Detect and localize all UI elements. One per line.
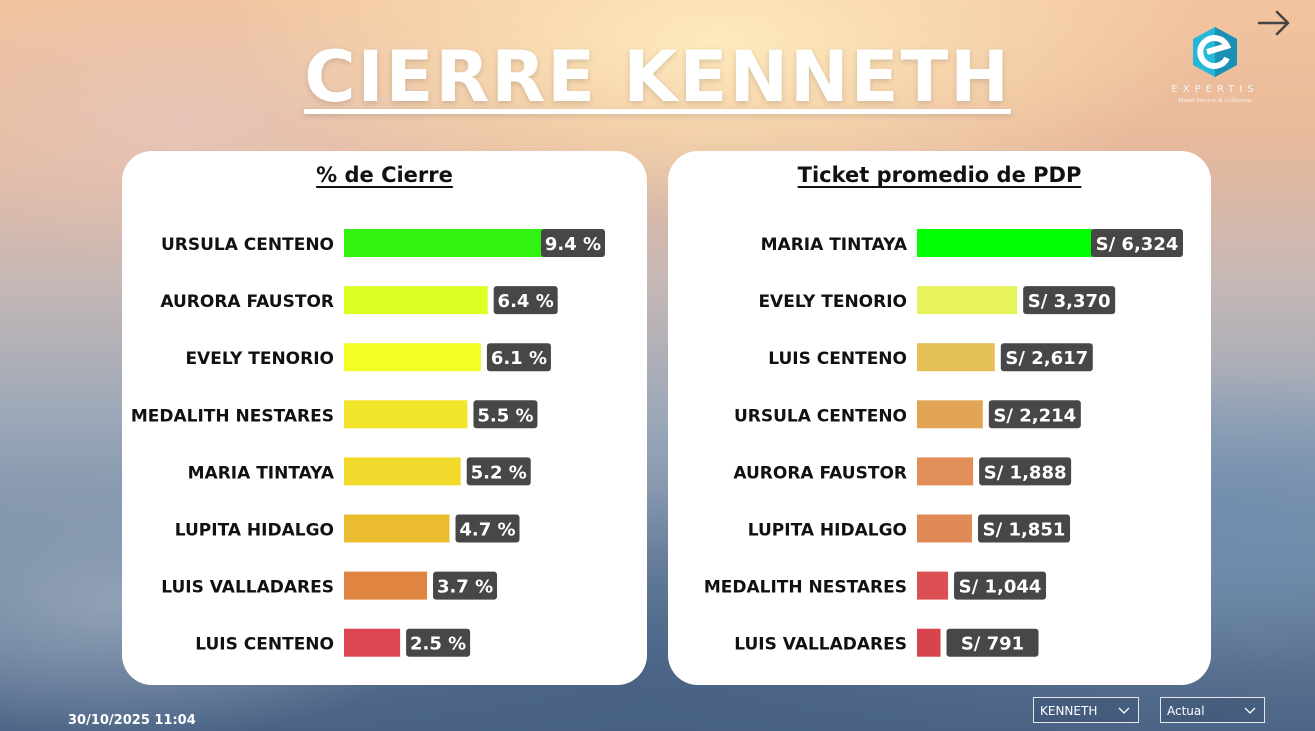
agent-filter-dropdown[interactable]: KENNETH [1033,697,1139,723]
data-label: 6.4 % [498,291,554,312]
data-label: S/ 1,888 [984,462,1067,483]
data-label: 6.1 % [491,348,547,369]
data-label-background [466,457,531,486]
bar[interactable] [917,628,941,657]
data-label-background [1091,229,1183,257]
category-label: LUIS VALLADARES [734,635,907,655]
data-label-background [979,457,1072,486]
data-label: 3.7 % [437,577,493,598]
data-label: S/ 1,851 [983,520,1066,541]
data-label-background [493,286,558,315]
category-label: URSULA CENTENO [161,235,334,255]
category-label: EVELY TENORIO [758,292,907,312]
category-label: LUPITA HIDALGO [748,521,907,541]
period-filter-dropdown[interactable]: Actual [1160,697,1265,723]
data-label: S/ 3,370 [1028,291,1111,312]
data-label-background [946,628,1039,657]
category-label: URSULA CENTENO [734,406,907,426]
category-label: MEDALITH NESTARES [131,406,334,426]
category-label: MEDALITH NESTARES [704,578,907,598]
data-label-background [406,628,471,657]
data-label-background [1023,286,1116,315]
data-label: 4.7 % [459,520,515,541]
data-label-background [1000,343,1093,372]
data-label: 2.5 % [410,634,466,655]
logo-tagline: Master Services & Collections [1178,98,1252,104]
chart-title-ticket: Ticket promedio de PDP [797,163,1082,187]
category-label: EVELY TENORIO [185,349,334,369]
data-label-background [455,514,520,543]
data-label: S/ 1,044 [959,577,1042,598]
bar[interactable] [344,400,468,429]
chevron-down-icon [1244,707,1256,714]
data-label: 5.2 % [471,462,527,483]
bar[interactable] [917,457,974,486]
data-label-background [978,514,1071,543]
bar[interactable] [344,628,401,657]
logo-mark [1193,27,1237,77]
bar[interactable] [344,457,461,486]
chevron-down-icon [1118,707,1130,714]
bar[interactable] [344,343,481,372]
data-label-background [486,343,551,372]
logo-wordmark: EXPERTIS [1171,84,1259,95]
data-label: S/ 791 [961,634,1024,655]
category-label: AURORA FAUSTOR [733,463,907,483]
bar[interactable] [917,286,1018,315]
data-label-background [433,571,498,600]
category-label: LUIS CENTENO [195,635,334,655]
category-label: MARIA TINTAYA [761,235,908,255]
data-label: 5.5 % [477,405,533,426]
bar[interactable] [344,571,428,600]
bar[interactable] [917,229,1105,257]
company-logo: EXPERTIS Master Services & Collections [1150,24,1280,110]
bar[interactable] [917,343,995,372]
category-label: LUIS CENTENO [768,349,907,369]
data-label: S/ 6,324 [1096,234,1179,255]
timestamp: 30/10/2025 11:04 [68,713,196,728]
category-label: LUPITA HIDALGO [175,521,334,541]
bar[interactable] [344,514,450,543]
data-label: S/ 2,214 [993,405,1076,426]
category-label: LUIS VALLADARES [161,578,334,598]
data-label-background [473,400,538,429]
bar[interactable] [917,514,973,543]
bar[interactable] [344,229,555,257]
category-label: AURORA FAUSTOR [160,292,334,312]
data-label: 9.4 % [545,234,601,255]
period-filter-value: Actual [1167,704,1205,718]
bar[interactable] [917,400,983,429]
data-label-background [988,400,1081,429]
chart-title-cierre: % de Cierre [316,163,453,187]
agent-filter-value: KENNETH [1040,704,1098,718]
data-label-background [954,571,1047,600]
category-label: MARIA TINTAYA [188,463,335,483]
bar[interactable] [917,571,949,600]
arrow-right-icon[interactable] [1255,4,1295,44]
bar[interactable] [344,286,488,315]
data-label-background [541,229,605,257]
data-label: S/ 2,617 [1005,348,1088,369]
page-title: CIERRE KENNETH [304,36,1011,118]
